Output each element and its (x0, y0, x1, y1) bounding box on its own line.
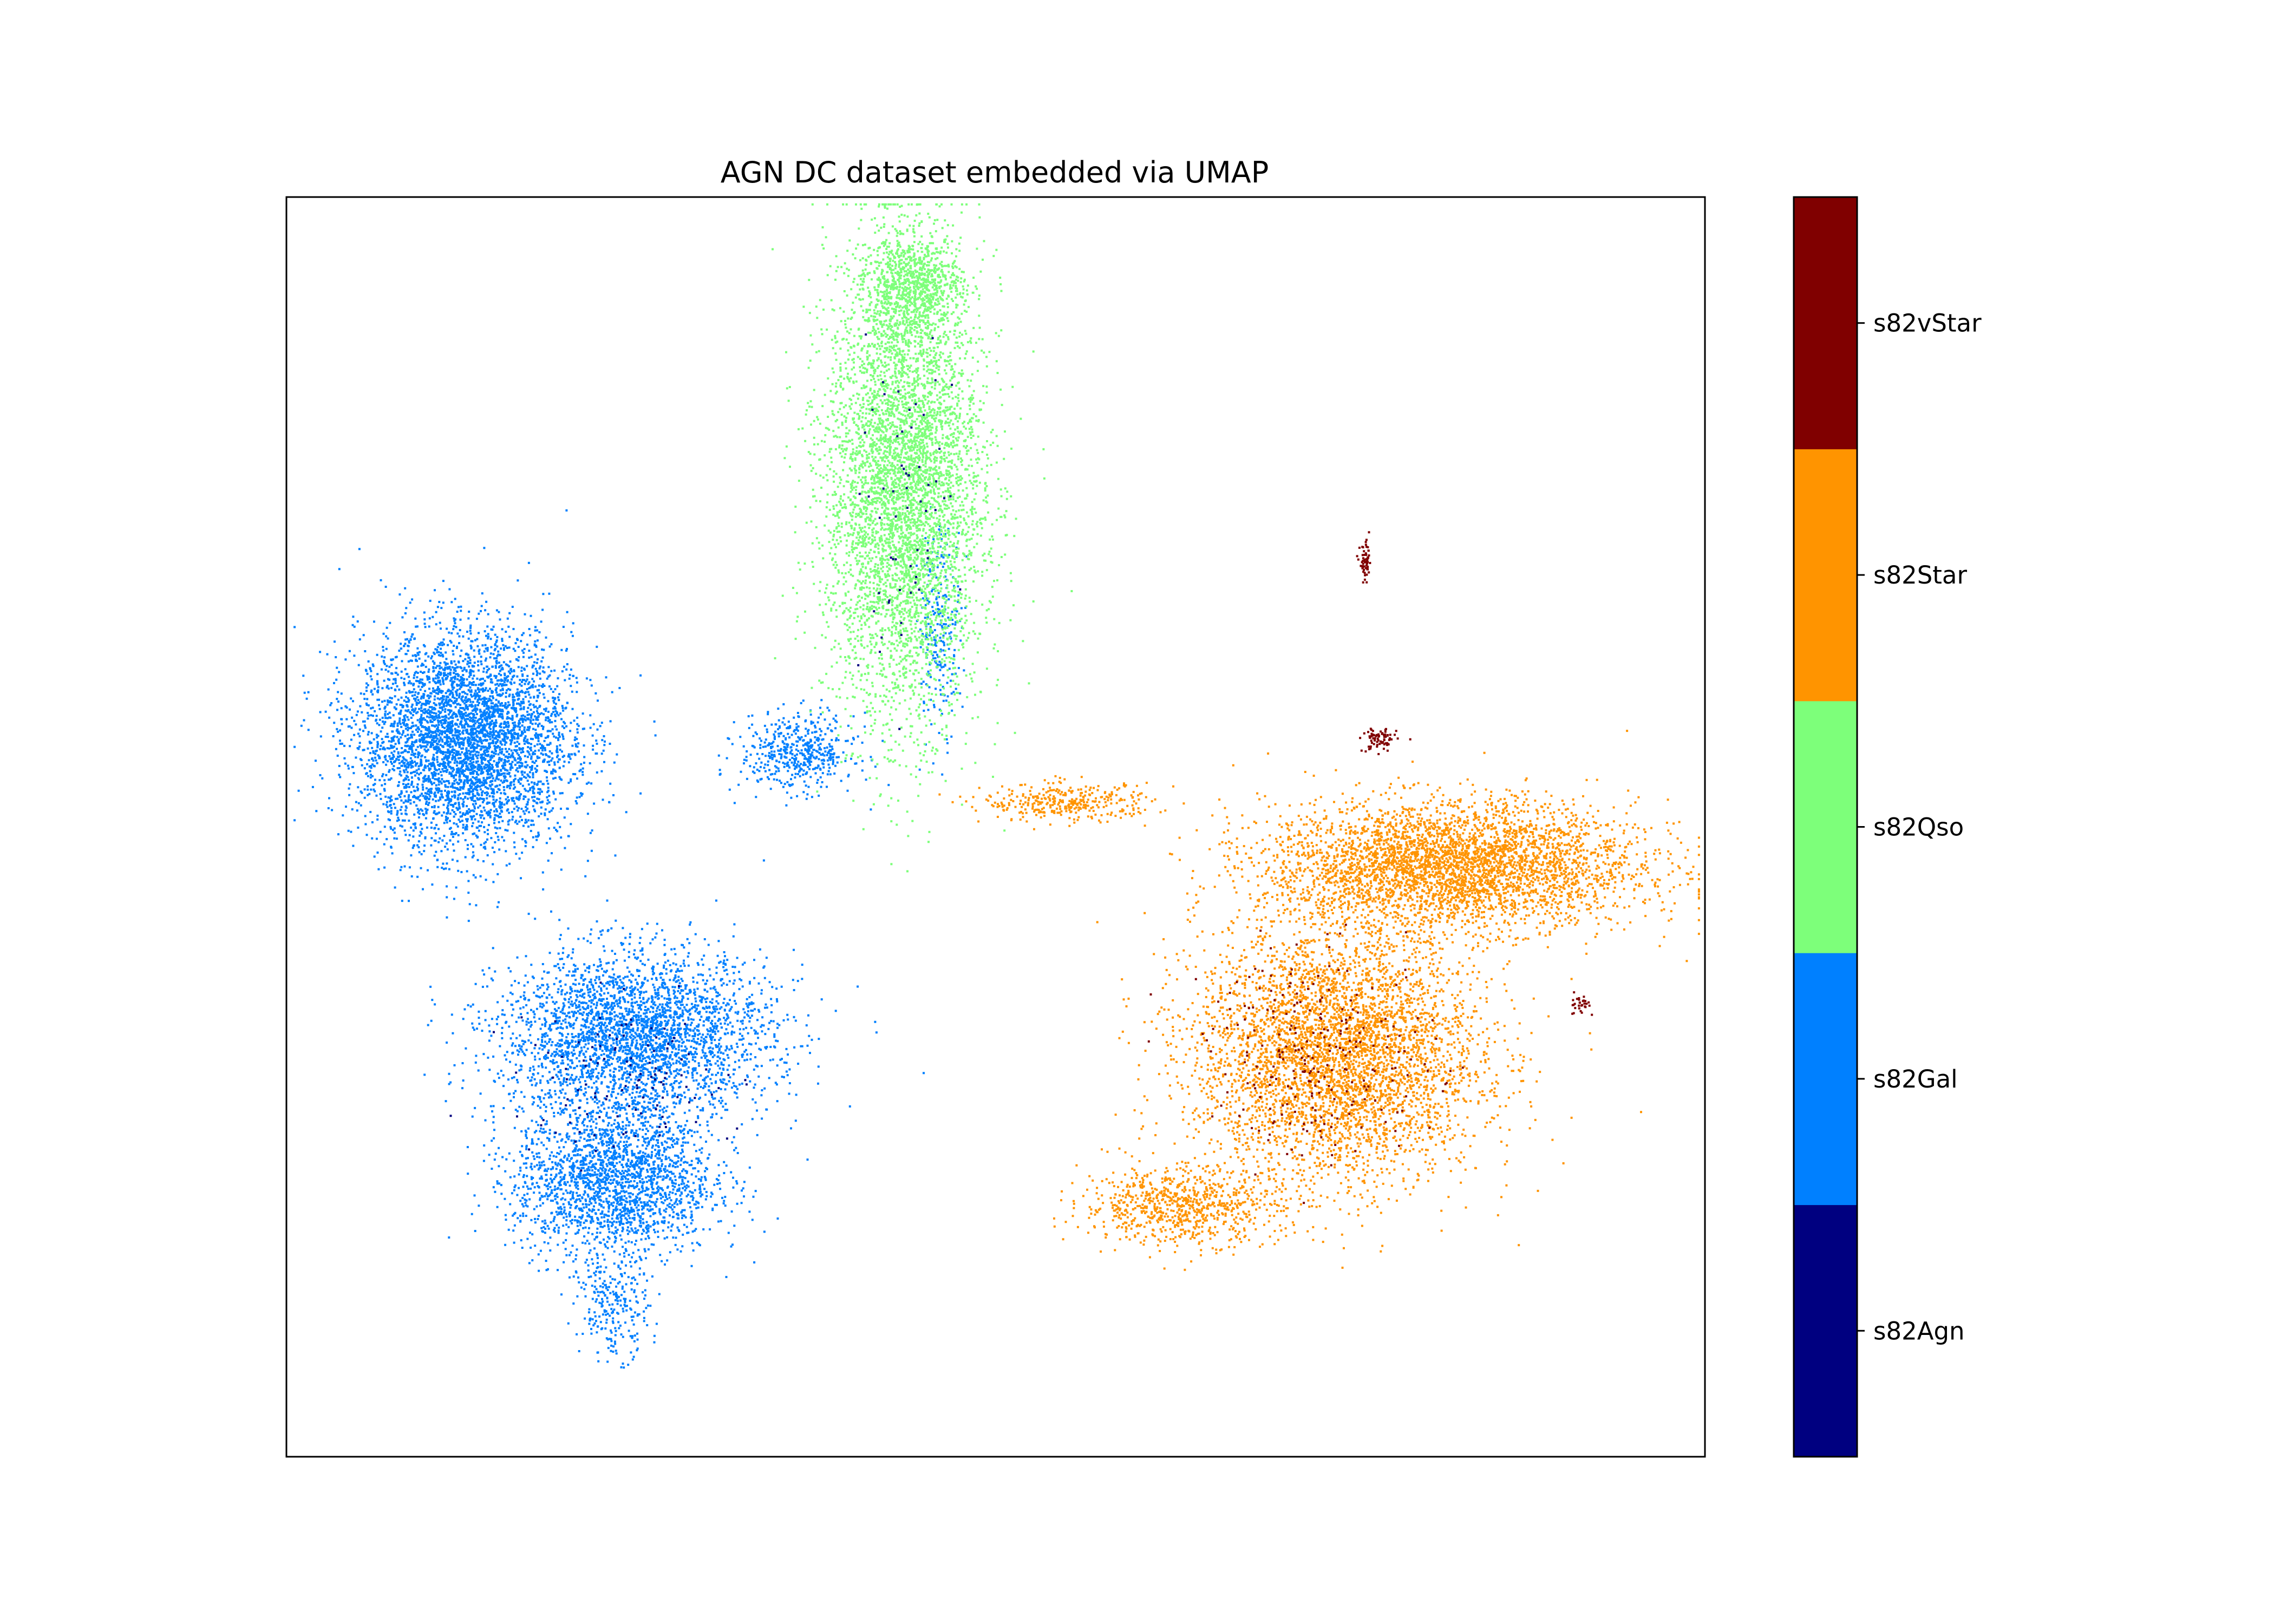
scatter-points (293, 203, 1700, 1369)
colorbar: s82Agn s82Gal s82Qso s82Star s82vStar (1793, 196, 1982, 1458)
plot-frame (285, 196, 1706, 1458)
colorbar-segment-s82Qso (1794, 700, 1857, 953)
scatter-point-set-s82Gal (293, 506, 968, 1369)
series-s82vStar (1147, 531, 1593, 1204)
colorbar-label-s82Qso: s82Qso (1873, 813, 1964, 842)
colorbar-segments (1794, 197, 1857, 1457)
colorbar-ticks: s82Agn s82Gal s82Qso s82Star s82vStar (1857, 309, 1982, 1345)
scatter-point-set-s82Qso (772, 203, 1073, 873)
series-s82Gal (293, 506, 968, 1369)
series-s82Qso (772, 203, 1073, 873)
colorbar-segment-s82vStar (1794, 197, 1857, 449)
scatter-point-set-s82Agn (449, 333, 962, 1172)
colorbar-label-s82Agn: s82Agn (1873, 1317, 1965, 1345)
colorbar-label-s82vStar: s82vStar (1873, 309, 1982, 338)
colorbar-segment-s82Gal (1794, 953, 1857, 1206)
colorbar-segment-s82Agn (1794, 1204, 1857, 1457)
colorbar-label-s82Star: s82Star (1873, 561, 1967, 590)
scatter-point-set-s82Star (938, 730, 1700, 1271)
colorbar-label-s82Gal: s82Gal (1873, 1065, 1958, 1093)
plot-area (285, 196, 1706, 1458)
colorbar-segment-s82Star (1794, 449, 1857, 702)
scatter-point-set-s82vStar (1147, 531, 1593, 1204)
series-s82Star (938, 730, 1700, 1271)
series-s82Agn (449, 333, 962, 1172)
chart-title: AGN DC dataset embedded via UMAP (721, 155, 1269, 189)
